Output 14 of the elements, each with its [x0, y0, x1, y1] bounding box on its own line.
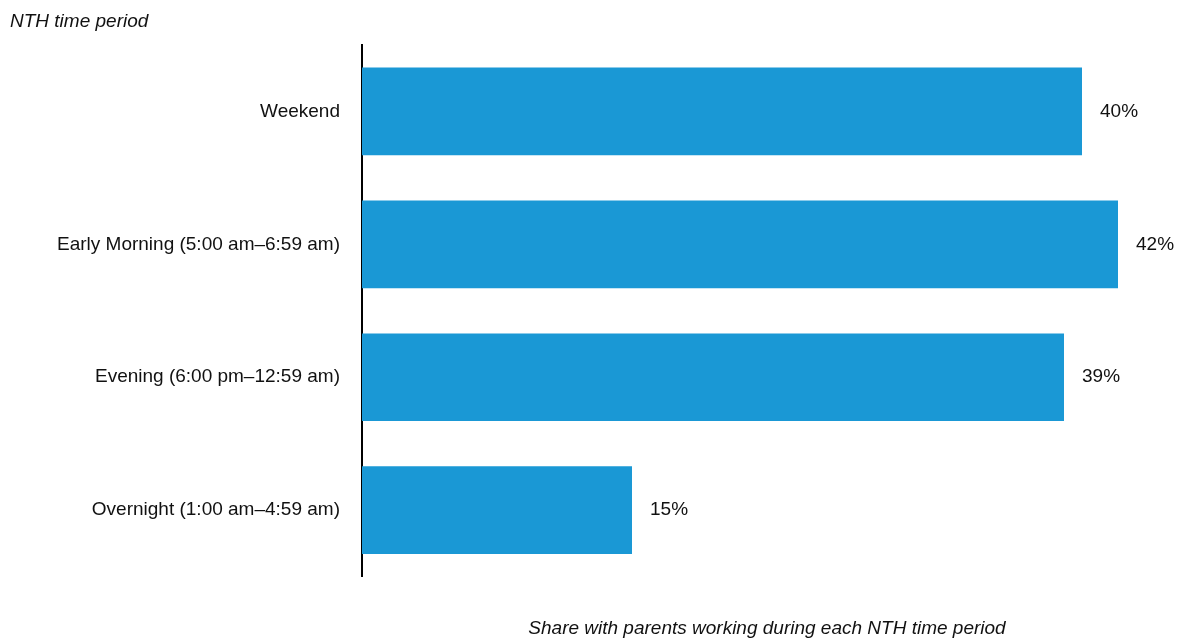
- y-tick-label: Weekend: [260, 99, 340, 121]
- y-tick-label: Evening (6:00 pm–12:59 am): [94, 365, 340, 387]
- bar: [362, 200, 1118, 289]
- x-axis-title: Share with parents working during each NTH time period: [527, 617, 1007, 639]
- data-label: 15%: [650, 498, 689, 520]
- bar: [362, 466, 632, 555]
- data-label: 40%: [1100, 99, 1139, 121]
- y-tick-label: Early Morning (5:00 am–6:59 am): [56, 232, 340, 254]
- data-label: 39%: [1082, 365, 1121, 387]
- bar: [362, 333, 1064, 422]
- data-label: 42%: [1136, 232, 1175, 254]
- bar: [362, 67, 1082, 156]
- y-tick-label: Overnight (1:00 am–4:59 am): [91, 498, 340, 520]
- y-axis-title: NTH time period: [10, 10, 149, 32]
